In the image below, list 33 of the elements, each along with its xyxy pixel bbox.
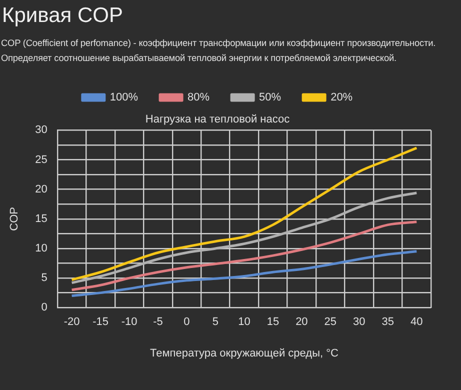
y-tick-label: 5	[41, 272, 48, 284]
x-axis-title: Температура окружающей среды, °C	[150, 347, 339, 360]
x-tick-label: 35	[382, 316, 394, 328]
x-tick-label: 25	[324, 316, 337, 328]
line-series	[70, 250, 418, 298]
x-tick-label: -15	[92, 316, 108, 328]
x-tick-label: 0	[184, 316, 190, 328]
legend-label: 80%	[188, 92, 210, 104]
y-axis-title: COP	[8, 206, 21, 231]
x-tick-label: 15	[266, 316, 280, 328]
x-tick-label: 40	[410, 316, 423, 328]
y-tick-label: 10	[35, 242, 48, 254]
y-tick-label: 30	[35, 124, 48, 136]
y-tick-label: 15	[35, 212, 48, 225]
x-tick-label: 5	[212, 316, 219, 328]
line-series	[70, 192, 418, 284]
line-series	[70, 220, 418, 292]
chart-subtitle: COP (Coefficient of perfomance) - коэффициент трансформации или коэффициент производительности. Определяет соотношение вырабатываемой тепловой энергии к потребляемой электрической.	[0, 37, 437, 65]
legend-label: 100%	[110, 92, 138, 104]
y-tick-label: 20	[35, 183, 48, 196]
x-tick-label: 10	[238, 316, 250, 328]
x-tick-label: 20	[296, 316, 308, 328]
line-series	[70, 146, 418, 282]
legend-title: Нагрузка на тепловой насос	[145, 114, 290, 126]
y-tick-label: 0	[41, 302, 48, 314]
legend-label: 50%	[259, 92, 282, 104]
x-tick-label: -20	[64, 316, 80, 328]
legend-label: 20%	[330, 92, 353, 104]
x-tick-label: -10	[121, 316, 138, 328]
y-tick-label: 25	[35, 154, 48, 166]
chart-title: Кривая COP	[1, 3, 124, 28]
x-tick-label: -5	[153, 316, 163, 328]
x-tick-label: 30	[353, 316, 366, 328]
